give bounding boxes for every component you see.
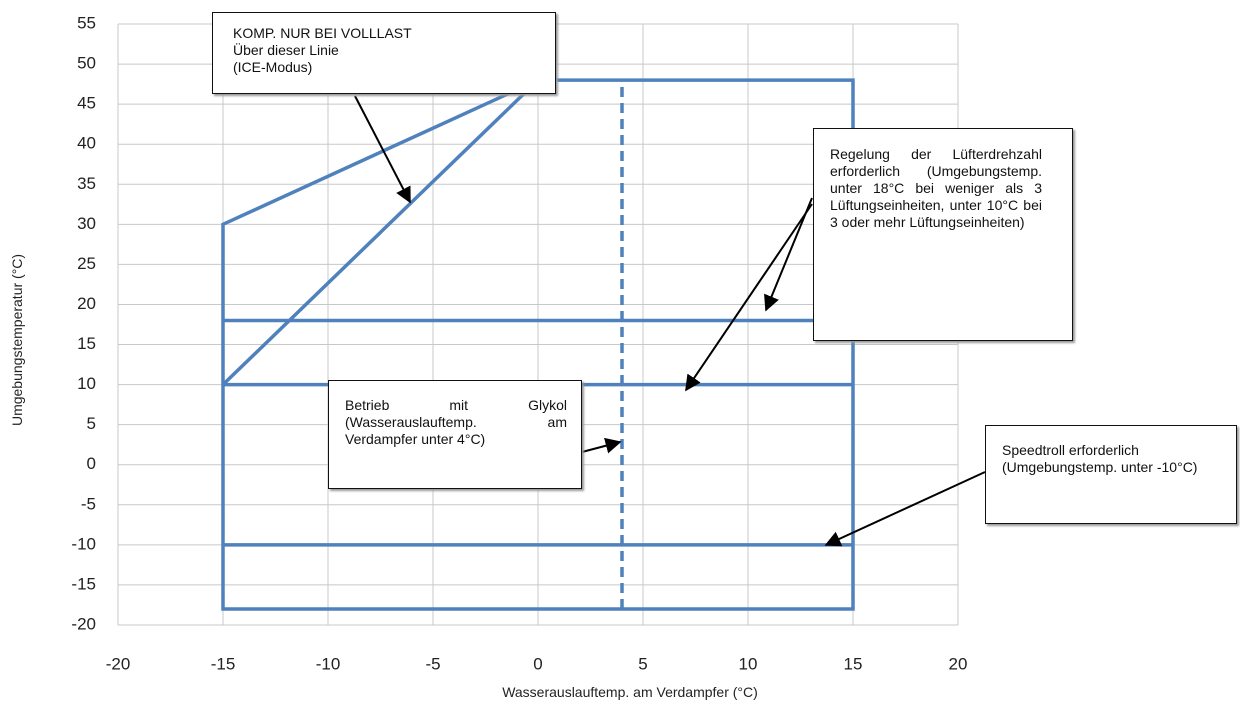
y-tick-label: 50 xyxy=(77,54,96,73)
x-tick-label: 20 xyxy=(949,654,968,673)
y-tick-label: 40 xyxy=(77,134,96,153)
y-tick-label: 0 xyxy=(87,454,96,473)
y-tick-label: 20 xyxy=(77,294,96,313)
annotation-text: Speedtroll erforderlich (Umgebungstemp. … xyxy=(1002,442,1198,475)
y-axis-title: Umgebungstemperatur (°C) xyxy=(9,254,25,426)
annotation-line: Über dieser Linie xyxy=(233,42,339,58)
x-axis-title: Wasserauslauftemp. am Verdampfer (°C) xyxy=(502,684,758,700)
y-tick-label: -10 xyxy=(71,534,96,553)
y-tick-label: -20 xyxy=(71,614,96,633)
x-tick-label: 5 xyxy=(638,654,647,673)
x-tick-label: 0 xyxy=(533,654,542,673)
y-tick-label: 15 xyxy=(77,334,96,353)
x-tick-label: -10 xyxy=(316,654,341,673)
y-tick-label: -15 xyxy=(71,574,96,593)
y-tick-label: 25 xyxy=(77,254,96,273)
x-tick-label: -5 xyxy=(425,654,440,673)
arrow xyxy=(354,95,411,204)
arrow xyxy=(581,437,622,454)
arrows xyxy=(354,95,986,547)
envelope-line xyxy=(221,78,855,611)
annotation-box: Speedtroll erforderlich (Umgebungstemp. … xyxy=(985,425,1237,524)
x-tick-label: 10 xyxy=(739,654,758,673)
y-tick-label: 35 xyxy=(77,174,96,193)
annotation-box: Betrieb mit Glykol (Wasserauslauftemp. a… xyxy=(328,380,582,489)
annotation-box: KOMP. NUR BEI VOLLLAST Über dieser Linie… xyxy=(212,12,556,94)
x-tick-label: -15 xyxy=(211,654,236,673)
y-tick-label: 45 xyxy=(77,94,96,113)
y-tick-label: 10 xyxy=(77,374,96,393)
envelope-line xyxy=(221,78,540,386)
y-tick-label: 55 xyxy=(77,13,96,32)
arrow xyxy=(685,203,813,392)
y-tick-label: -5 xyxy=(81,494,96,513)
x-tick-label: -20 xyxy=(106,654,131,673)
arrow xyxy=(824,471,986,547)
y-tick-label: 5 xyxy=(87,414,96,433)
annotation-box: Regelung der Lüfterdrehzahl erforderlich… xyxy=(813,128,1073,341)
annotation-line: (ICE-Modus) xyxy=(233,59,313,75)
annotation-line: KOMP. NUR BEI VOLLLAST xyxy=(233,25,412,41)
annotation-text: Betrieb mit Glykol (Wasserauslauftemp. a… xyxy=(345,397,567,447)
annotation-text: Regelung der Lüfterdrehzahl erforderlich… xyxy=(830,146,1042,230)
y-tick-label: 30 xyxy=(77,214,96,233)
x-tick-label: 15 xyxy=(844,654,863,673)
